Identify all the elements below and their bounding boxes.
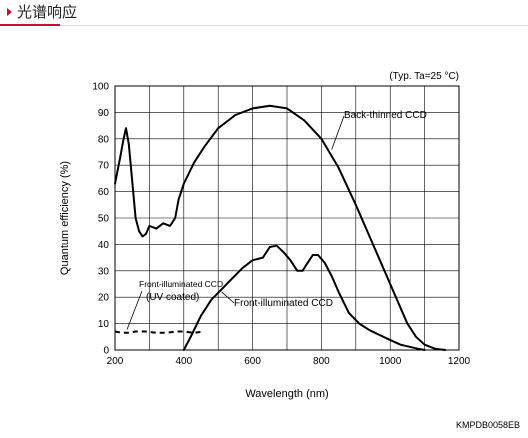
series-line-2	[114, 330, 205, 334]
x-axis-title: Wavelength (nm)	[245, 388, 328, 400]
y-tick-label: 100	[92, 82, 109, 93]
condition-note: (Typ. Ta=25 °C)	[389, 71, 459, 82]
label-uv-coated: (UV coated)	[146, 292, 199, 303]
series-layer	[114, 104, 447, 351]
x-tick-label: 400	[175, 356, 192, 367]
y-tick-label: 80	[98, 134, 110, 145]
series-line-0	[114, 104, 447, 351]
tick-layer: 200 400 600 800 1000 1200 0 10 20 30 40 50 60 70 80 90 1…	[92, 82, 470, 368]
grid-layer	[115, 86, 459, 350]
y-tick-label: 0	[103, 346, 109, 357]
leader-back-thinned-ccd	[331, 115, 345, 150]
x-tick-label: 800	[313, 356, 330, 367]
figure-code: KMPDB0058EB	[455, 420, 520, 430]
header-divider	[0, 25, 528, 26]
y-tick-label: 90	[98, 108, 110, 119]
y-tick-label: 20	[98, 293, 110, 304]
y-tick-label: 70	[98, 161, 110, 172]
x-tick-label: 1200	[448, 356, 471, 367]
y-axis-title: Quantum efficiency (%)	[59, 161, 71, 275]
label-front-illuminated-ccd-uv: Front-illuminated CCD	[139, 279, 223, 289]
y-tick-label: 40	[98, 240, 110, 251]
leader-front-illuminated-ccd	[221, 291, 235, 304]
x-tick-label: 200	[107, 356, 124, 367]
y-tick-label: 10	[98, 319, 110, 330]
y-tick-label: 50	[98, 214, 110, 225]
leader-uv-coated	[126, 290, 143, 330]
page-header: 光谱响应	[0, 0, 528, 30]
label-back-thinned-ccd: Back-thinned CCD	[344, 110, 427, 121]
triangle-marker-icon	[7, 8, 12, 16]
label-front-illuminated-ccd: Front-illuminated CCD	[234, 298, 333, 309]
x-tick-label: 600	[244, 356, 261, 367]
series-line-1	[182, 244, 426, 351]
plot-frame	[114, 85, 460, 351]
x-tick-label: 1000	[379, 356, 402, 367]
y-tick-label: 30	[98, 266, 110, 277]
page-title: 光谱响应	[17, 3, 78, 21]
header-accent-bar	[0, 24, 60, 26]
y-tick-label: 60	[98, 187, 110, 198]
annotation-layer: Back-thinned CCD Front-illuminated CCD Fro…	[126, 110, 427, 330]
